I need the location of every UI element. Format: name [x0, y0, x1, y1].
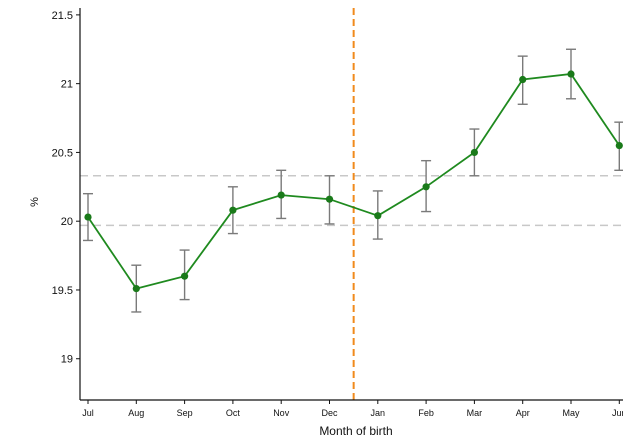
data-points [84, 70, 623, 293]
y-axis-title: % [29, 197, 41, 207]
y-tick-label: 19.5 [52, 285, 73, 297]
x-tick-label: Oct [226, 408, 241, 418]
data-point-Nov [277, 191, 285, 199]
x-tick-label: Aug [128, 408, 144, 418]
data-point-Apr [519, 75, 527, 84]
x-ticks: Jul Aug Sep Oct Nov Dec Jan Feb Mar Apr May Jun [82, 400, 623, 418]
reference-lines [80, 175, 623, 227]
x-tick-label: Jan [371, 408, 386, 418]
data-point-Aug [132, 284, 140, 293]
x-tick-label: Mar [467, 408, 483, 418]
y-tick-label: 21 [61, 79, 73, 91]
y-tick-label: 20.5 [52, 147, 73, 159]
data-point-Feb [422, 183, 430, 191]
y-tick-label: 19 [61, 354, 73, 366]
x-tick-label: Nov [273, 408, 290, 418]
data-point-May [567, 70, 575, 78]
x-tick-label: Jun [612, 408, 623, 418]
axes [79, 8, 623, 401]
x-tick-label: Dec [321, 408, 338, 418]
data-point-Oct [229, 206, 237, 214]
x-tick-label: Apr [516, 408, 530, 418]
y-ticks: 19 19.5 20 20.5 21 21.5 [52, 10, 80, 366]
data-point-Dec [325, 195, 334, 203]
data-point-Jul [84, 213, 92, 221]
data-point-Jan [374, 212, 382, 220]
y-tick-label: 20 [61, 216, 73, 228]
data-point-Sep [181, 272, 189, 280]
x-axis-title: Month of birth [319, 424, 392, 438]
series-line [87, 73, 621, 290]
data-point-Jun [615, 141, 623, 150]
x-tick-label: May [562, 408, 580, 418]
y-tick-label: 21.5 [52, 10, 73, 22]
data-point-Mar [470, 148, 478, 157]
x-tick-label: Sep [177, 408, 193, 418]
x-tick-label: Feb [418, 408, 434, 418]
x-tick-label: Jul [82, 408, 94, 418]
